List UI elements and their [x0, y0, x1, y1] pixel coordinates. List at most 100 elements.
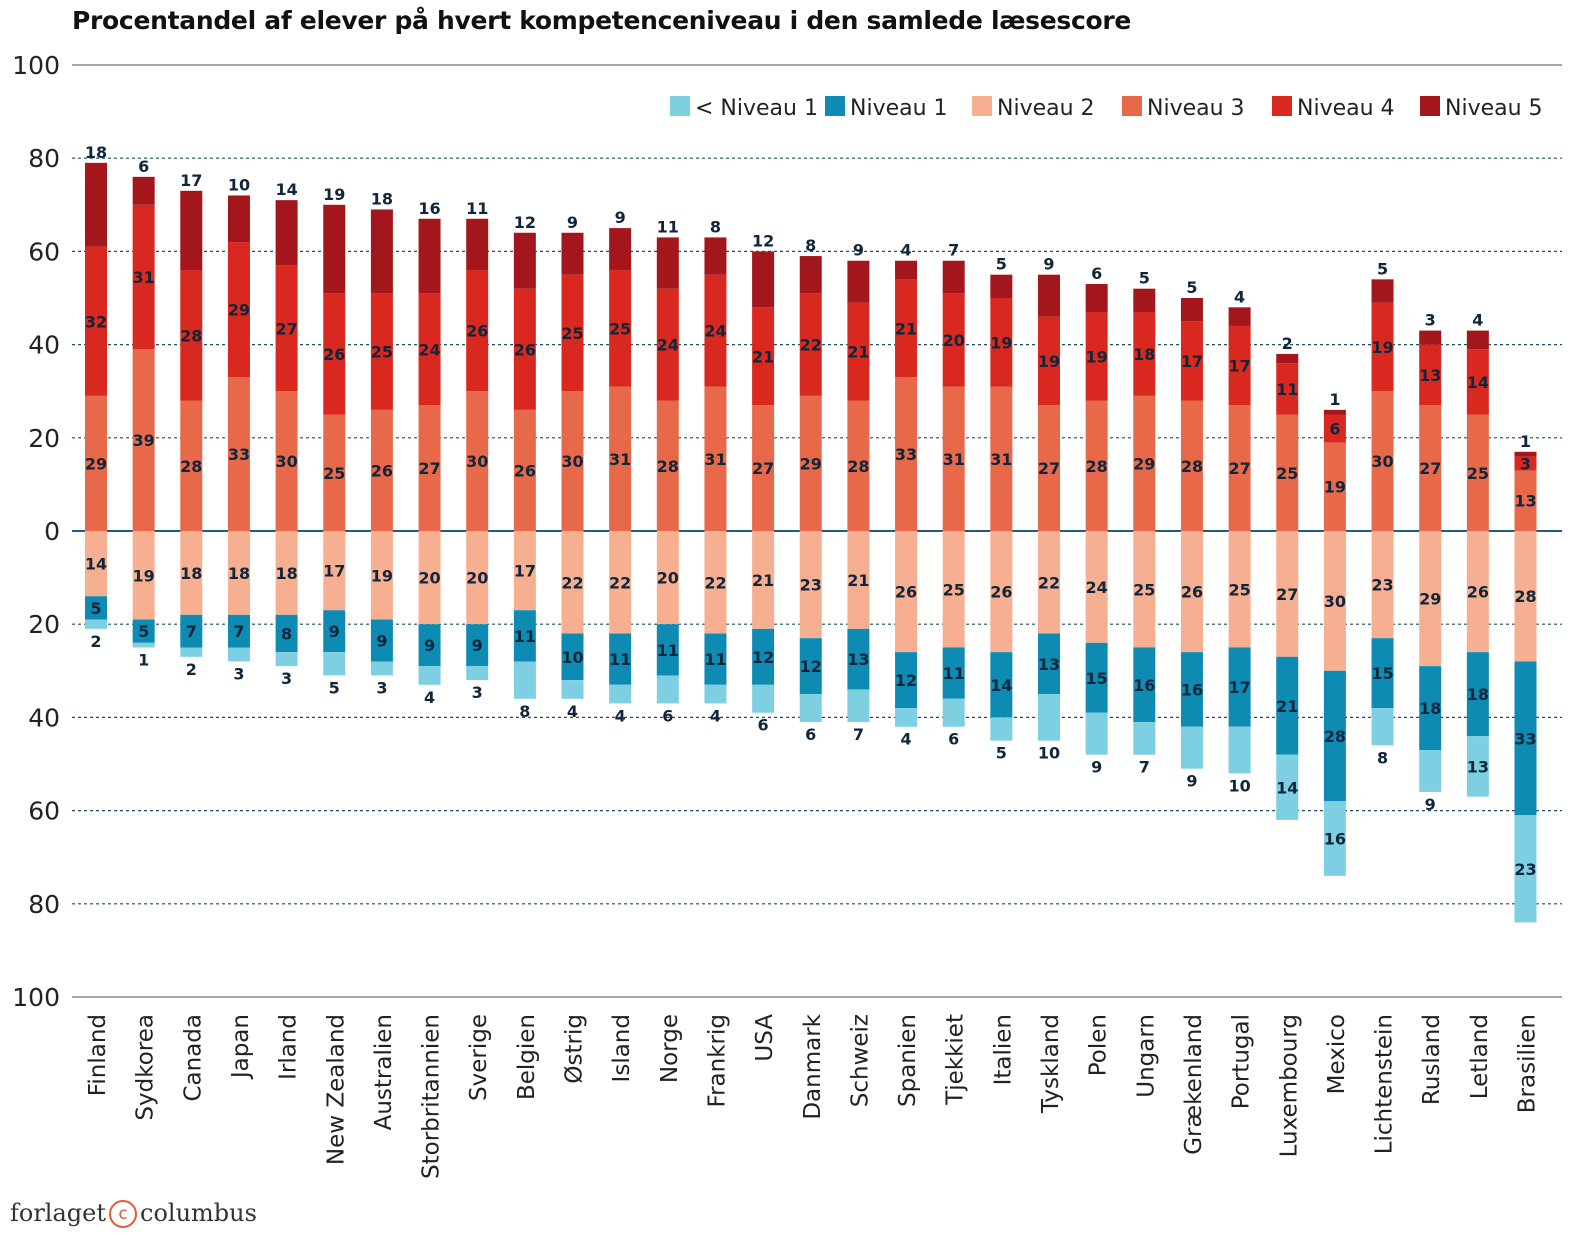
data-label: 3	[376, 678, 387, 697]
bar-segment	[513, 661, 536, 699]
data-label: 14	[85, 555, 107, 574]
data-label: 23	[800, 576, 822, 595]
y-axis-ticks: 100 80 60 40 20 0 20 40 60 80 100	[12, 51, 60, 1012]
data-label: 17	[323, 562, 345, 581]
data-label: 9	[1425, 795, 1436, 814]
data-label: 26	[990, 583, 1012, 602]
y-tick-label: 100	[12, 983, 60, 1012]
legend-label: Niveau 3	[1147, 96, 1245, 121]
data-label: 4	[900, 730, 911, 749]
data-label: 12	[895, 671, 917, 690]
bar-segment	[847, 628, 870, 690]
x-axis-ticks: Finland Sydkorea Canada Japan Irland New Zeal…	[85, 1013, 1541, 1179]
x-tick-label: Irland	[276, 1014, 302, 1080]
data-label: 18	[275, 564, 297, 583]
data-label: 27	[1228, 459, 1250, 478]
bar-segment	[370, 409, 393, 531]
bar-segment	[180, 400, 203, 531]
data-label: 28	[180, 457, 202, 476]
data-label: 21	[847, 571, 869, 590]
bar-segment	[1228, 647, 1251, 727]
legend-label: Niveau 4	[1297, 96, 1395, 121]
data-label: 19	[133, 566, 155, 585]
y-tick-label: 20	[28, 610, 60, 639]
bar-segment	[1323, 442, 1346, 531]
bar-segment	[990, 386, 1013, 531]
data-label: 6	[1091, 264, 1102, 283]
bar-segment	[942, 698, 965, 727]
data-label: 15	[1086, 669, 1108, 688]
bar-segment	[1133, 288, 1156, 312]
bar-segment	[1276, 353, 1299, 364]
data-label: 28	[180, 326, 202, 345]
data-label: 33	[1514, 729, 1536, 748]
legend-swatch	[1420, 96, 1440, 116]
data-label: 9	[329, 622, 340, 641]
bar-segment	[799, 531, 822, 639]
bar-segment	[1514, 531, 1537, 662]
data-label: 7	[853, 725, 864, 744]
bar-segment	[1466, 531, 1489, 653]
bar-segment	[1514, 815, 1537, 923]
data-label: 16	[1181, 680, 1203, 699]
data-label: 14	[275, 180, 297, 199]
data-label: 31	[609, 450, 631, 469]
bar-segment	[561, 680, 584, 699]
data-label: 25	[561, 324, 583, 343]
bar-segment	[513, 531, 536, 611]
y-tick-label: 80	[28, 144, 60, 173]
bar-segment	[323, 652, 346, 676]
data-label: 12	[800, 657, 822, 676]
bar-segment	[895, 377, 918, 531]
bar-segment	[180, 531, 203, 615]
data-label: 13	[1467, 757, 1489, 776]
bar-segment	[1371, 279, 1394, 303]
data-label: 27	[752, 459, 774, 478]
bar-segment	[418, 405, 441, 531]
bar-segment	[1180, 298, 1203, 322]
data-label: 10	[1038, 744, 1060, 763]
bar-segment	[609, 684, 632, 704]
data-label: 5	[138, 622, 149, 641]
bar-segment	[1276, 531, 1299, 657]
bar-segment	[132, 204, 155, 350]
bar-segment	[85, 395, 107, 531]
data-label: 6	[138, 157, 149, 176]
data-label: 18	[371, 189, 393, 208]
x-tick-label: Rusland	[1419, 1014, 1445, 1105]
data-label: 27	[418, 459, 440, 478]
x-tick-label: Frankrig	[704, 1014, 730, 1107]
data-label: 30	[1371, 452, 1393, 471]
data-label: 13	[1038, 655, 1060, 674]
data-label: 21	[1276, 697, 1298, 716]
data-label: 30	[561, 452, 583, 471]
data-label: 28	[1181, 457, 1203, 476]
bar-segment	[1466, 652, 1489, 737]
legend-swatch	[825, 96, 845, 116]
data-label: 29	[85, 454, 107, 473]
bar-segment	[370, 209, 393, 294]
data-label: 27	[275, 319, 297, 338]
bar-segment	[1419, 344, 1442, 406]
bar-segment	[561, 633, 584, 681]
data-label: 12	[752, 648, 774, 667]
data-label: 9	[567, 213, 578, 232]
data-label: 5	[1139, 269, 1150, 288]
bar-segment	[752, 628, 775, 685]
bar-segment	[85, 162, 107, 247]
data-label: 25	[609, 319, 631, 338]
bar-segment	[1371, 302, 1394, 392]
bar-segment	[1180, 726, 1203, 769]
data-label: 3	[1425, 311, 1436, 330]
bar-segment	[942, 260, 965, 294]
data-label: 4	[1472, 311, 1483, 330]
bar-segment	[85, 619, 107, 629]
bar-segment	[275, 391, 298, 531]
bar-segment	[656, 400, 679, 531]
bar-segment	[1466, 736, 1489, 797]
bar-segment	[704, 237, 727, 275]
data-label: 4	[567, 702, 578, 721]
data-label: 11	[466, 199, 488, 218]
data-label: 29	[1133, 454, 1155, 473]
